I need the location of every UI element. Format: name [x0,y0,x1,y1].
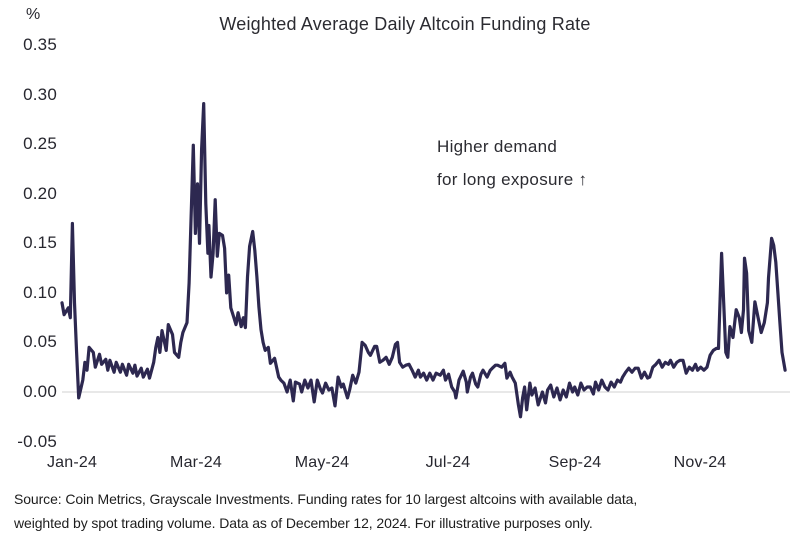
x-tick-label: Nov-24 [673,454,727,471]
y-tick-label: 0.00 [23,382,57,401]
annotation-line-2: for long exposure ↑ [437,170,588,189]
x-tick-label: Jan-24 [46,454,98,471]
y-tick-label: 0.10 [23,282,57,302]
y-tick-label: -0.05 [17,431,57,451]
funding-rate-line [60,102,787,419]
footnote-line-1: Source: Coin Metrics, Grayscale Investme… [14,491,638,507]
x-tick-label: Mar-24 [170,454,222,471]
x-tick-label: Sep-24 [548,454,602,471]
annotation-line-1: Higher demand [437,137,558,156]
y-tick-label: 0.15 [23,233,57,253]
y-tick-label: 0.20 [23,183,57,203]
x-tick-label: May-24 [294,454,350,471]
y-tick-label: 0.05 [23,332,57,352]
y-tick-label: 0.30 [23,84,57,104]
source-footnote: Source: Coin Metrics, Grayscale Investme… [14,487,800,535]
y-tick-label: 0.25 [23,134,57,154]
chart-title: Weighted Average Daily Altcoin Funding R… [219,14,591,34]
y-tick-label: 0.35 [23,35,57,55]
footnote-line-2: weighted by spot trading volume. Data as… [14,515,593,531]
y-axis-unit-label: % [26,6,41,23]
higher-demand-annotation: Higher demand for long exposure ↑ [437,130,587,196]
x-tick-label: Jul-24 [425,454,471,471]
